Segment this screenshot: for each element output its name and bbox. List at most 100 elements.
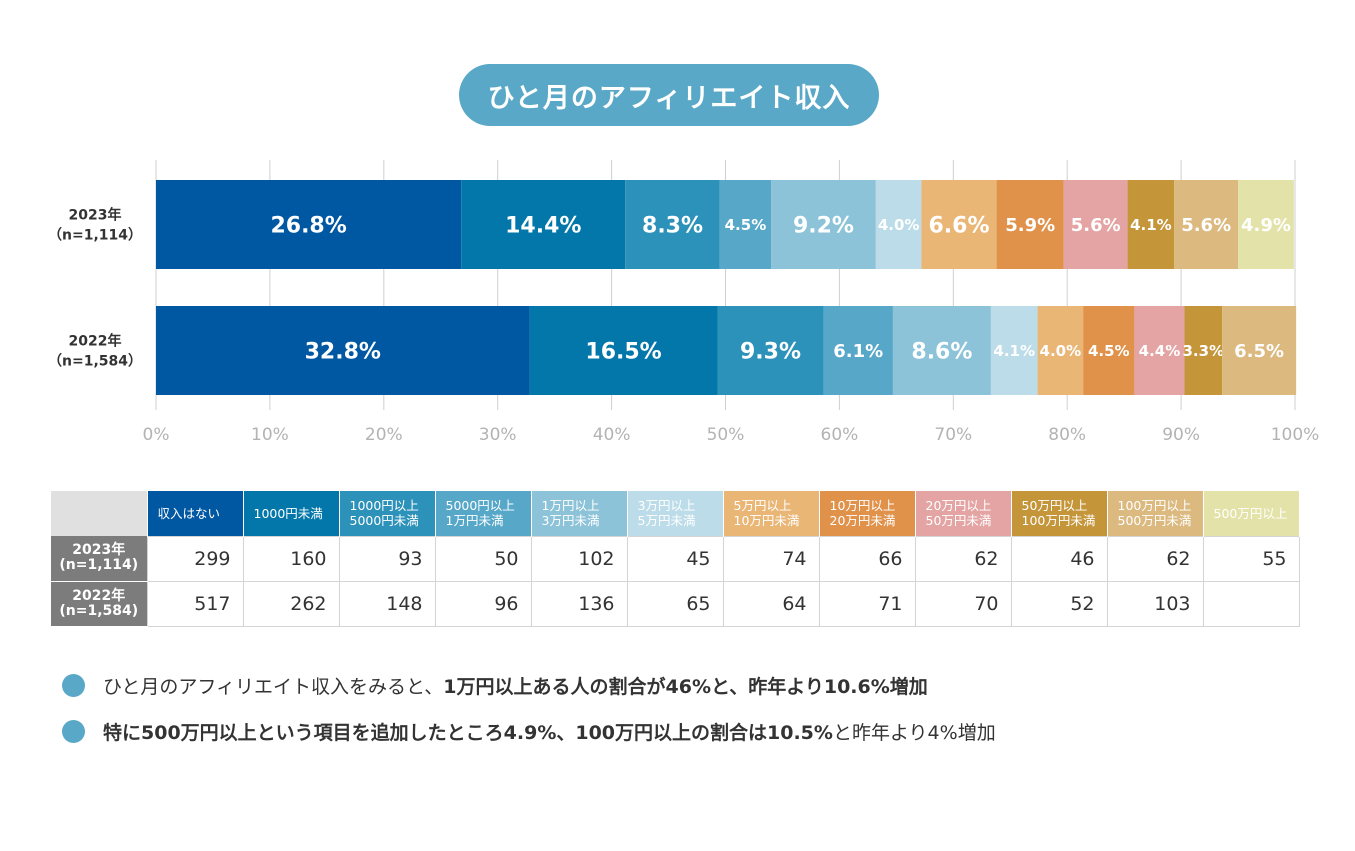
bar-segment: [823, 306, 893, 395]
row-header: 2022年 (n=1,584): [51, 581, 147, 627]
bar-value-label: 26.8%: [270, 213, 346, 238]
bar-value-label: 9.3%: [740, 339, 801, 364]
legend-header-cell: 20万円以上 50万円未満: [915, 491, 1012, 536]
x-tick-label: 70%: [934, 425, 972, 445]
bar-value-label: 4.5%: [1088, 342, 1130, 360]
bar-segment: [529, 306, 718, 395]
legend-header-cell: 100万円以上 500万円未満: [1107, 491, 1204, 536]
count-cell: 517: [146, 580, 244, 627]
legend-header-cell: 5000円以上 1万円未満: [435, 491, 532, 536]
x-tick-label: 10%: [251, 425, 289, 445]
legend-header-cell: 50万円以上 100万円未満: [1011, 491, 1108, 536]
count-cell: 62: [1106, 535, 1204, 582]
count-cell: 71: [818, 580, 916, 627]
count-cell: 74: [722, 535, 820, 582]
bar-segment: [1174, 180, 1239, 269]
bar-value-label: 16.5%: [585, 339, 661, 364]
bar-value-label: 6.1%: [833, 341, 883, 362]
count-cell: 64: [722, 580, 820, 627]
count-cell: 136: [530, 580, 628, 627]
x-tick-label: 0%: [143, 425, 170, 445]
count-cell: 52: [1010, 580, 1108, 627]
x-tick-label: 80%: [1048, 425, 1086, 445]
legend-header-cell: 500万円以上: [1203, 491, 1300, 536]
bar-segment: [1238, 180, 1294, 269]
bar-segment: [1222, 306, 1297, 395]
y-category-sublabel: （n=1,114）: [48, 228, 142, 244]
bar-value-label: 4.0%: [878, 216, 920, 234]
count-cell: 62: [914, 535, 1012, 582]
x-tick-label: 30%: [479, 425, 517, 445]
stacked-bar-chart: 26.8% 14.4% 8.3% 4.5% 9.2% 4.0% 6.6% 5.9% 5.6% 4.…: [48, 160, 1319, 446]
bar-segment: [1134, 306, 1185, 395]
bar-value-label: 4.5%: [725, 216, 767, 234]
legend-header-cell: 1000円未満: [243, 491, 340, 536]
legend-header-cell: 3万円以上 5万円未満: [627, 491, 724, 536]
bar-value-label: 4.0%: [1040, 342, 1082, 360]
count-cell: 46: [1010, 535, 1108, 582]
count-cell: 93: [338, 535, 436, 582]
y-category-label: 2023年: [69, 207, 122, 224]
bar-value-label: 8.6%: [911, 339, 972, 364]
bar-segment: [990, 306, 1038, 395]
bullet-dot: [62, 674, 85, 697]
bar-value-label: 5.9%: [1005, 215, 1055, 236]
bar-segment: [771, 180, 876, 269]
y-category-label: 2022年: [69, 333, 122, 350]
note-1: ひと月のアフィリエイト収入をみると、1万円以上ある人の割合が46%と、昨年より1…: [62, 672, 928, 699]
bar-value-label: 4.9%: [1241, 215, 1291, 236]
bar-segment: [1184, 306, 1223, 395]
count-cell: 299: [146, 535, 244, 582]
table-corner: [51, 491, 148, 536]
table-row: 2023年 (n=1,114) 299 160 93 50 102 45 74 66 62 46 62…: [51, 535, 1300, 582]
bar-segment: [156, 180, 462, 269]
legend-count-table: 収入はない 1000円未満 1000円以上 5000円未満 5000円以上 1万円未満…: [51, 491, 1300, 627]
bar-segment: [625, 180, 720, 269]
chart-bars: 26.8% 14.4% 8.3% 4.5% 9.2% 4.0% 6.6% 5.9% 5.6% 4.…: [156, 180, 1297, 395]
bar-value-label: 32.8%: [305, 339, 381, 364]
count-cell: 103: [1106, 580, 1204, 627]
count-cell: 102: [530, 535, 628, 582]
bar-segment: [892, 306, 991, 395]
x-tick-label: 20%: [365, 425, 403, 445]
table-row: 2022年 (n=1,584) 517 262 148 96 136 65 64 71 70 52 1…: [51, 580, 1300, 627]
note-2-text: 特に500万円以上という項目を追加したところ4.9%、100万円以上の割合は10…: [103, 722, 996, 744]
y-category-sublabel: （n=1,584）: [48, 354, 142, 370]
bar-value-label: 5.6%: [1071, 215, 1121, 236]
x-tick-label: 60%: [821, 425, 859, 445]
bar-segment: [996, 180, 1064, 269]
x-tick-label: 40%: [593, 425, 631, 445]
note-1-text: ひと月のアフィリエイト収入をみると、1万円以上ある人の割合が46%と、昨年より1…: [103, 676, 928, 698]
chart-axis-labels: 0% 10% 20% 30% 40% 50% 60% 70% 80% 90% 100% 2023年 （n…: [48, 207, 1319, 446]
bar-segment: [156, 306, 530, 395]
bullet-dot: [62, 720, 85, 743]
count-cell: 96: [434, 580, 532, 627]
bar-segment: [875, 180, 922, 269]
legend-header-cell: 1000円以上 5000円未満: [339, 491, 436, 536]
x-tick-label: 100%: [1271, 425, 1320, 445]
count-cell: [1202, 580, 1300, 627]
chart-title: ひと月のアフィリエイト収入: [459, 64, 879, 126]
bar-value-label: 8.3%: [642, 213, 703, 238]
bar-value-label: 6.6%: [928, 213, 989, 238]
bar-value-label: 4.1%: [1130, 216, 1172, 234]
count-cell: 55: [1202, 535, 1300, 582]
legend-header-cell: 5万円以上 10万円未満: [723, 491, 820, 536]
count-cell: 66: [818, 535, 916, 582]
bar-value-label: 4.4%: [1139, 342, 1181, 360]
bar-segment: [1083, 306, 1135, 395]
bar-value-label: 14.4%: [505, 213, 581, 238]
legend-header-cell: 10万円以上 20万円未満: [819, 491, 916, 536]
bar-segment: [1127, 180, 1175, 269]
x-tick-label: 90%: [1162, 425, 1200, 445]
count-cell: 148: [338, 580, 436, 627]
note-2: 特に500万円以上という項目を追加したところ4.9%、100万円以上の割合は10…: [62, 718, 996, 745]
legend-header-cell: 1万円以上 3万円未満: [531, 491, 628, 536]
bar-value-label: 9.2%: [793, 213, 854, 238]
legend-header-cell: 収入はない: [147, 491, 244, 536]
bar-value-label: 6.5%: [1234, 341, 1284, 362]
count-cell: 65: [626, 580, 724, 627]
count-cell: 262: [242, 580, 340, 627]
count-cell: 160: [242, 535, 340, 582]
bar-segment: [717, 306, 824, 395]
